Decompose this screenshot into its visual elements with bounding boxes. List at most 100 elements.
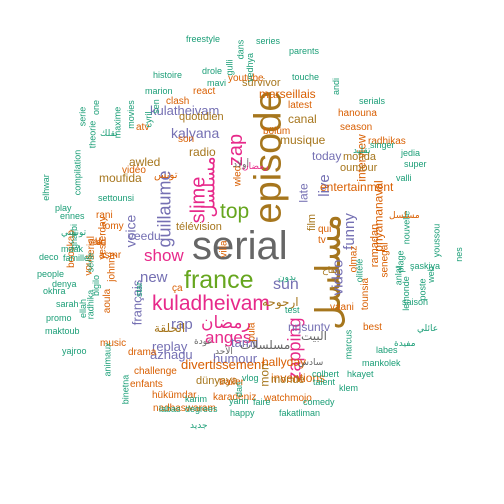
word-116: şaskiya (410, 261, 441, 271)
word-178: عائلي (417, 323, 439, 333)
word-98: yesterday (97, 216, 109, 260)
word-30: divertissement (181, 357, 265, 372)
word-86: ça (172, 283, 183, 294)
word-105: parents (289, 46, 320, 56)
word-141: play (55, 203, 72, 213)
word-76: best (363, 322, 382, 333)
word-170: dari (234, 381, 245, 398)
word-126: faire (253, 397, 271, 407)
word-1: episode (247, 90, 290, 224)
word-156: movies (125, 100, 136, 129)
word-63: rani (96, 210, 113, 221)
word-129: labas (159, 404, 181, 414)
word-175: نقلك (100, 128, 118, 138)
word-153: serie (77, 106, 88, 127)
word-159: dans (235, 39, 246, 60)
word-74: senegal (379, 242, 391, 278)
word-33: entertainment (320, 180, 394, 194)
word-24: humour (213, 351, 258, 366)
word-112: jedia (401, 148, 421, 158)
word-154: theorie (87, 120, 98, 149)
word-168: anlat (393, 265, 404, 286)
word-125: fakatliman (279, 408, 321, 418)
word-100: histoire (153, 70, 183, 80)
word-146: sarah (56, 299, 79, 309)
word-0: serial (192, 224, 288, 268)
word-70: radhikas (368, 136, 406, 147)
word-171: star (134, 281, 145, 298)
word-189: تونس (154, 170, 178, 181)
word-92: aoula (102, 288, 114, 314)
word-69: hanouna (338, 108, 377, 119)
word-115: nes (453, 247, 464, 262)
word-131: yann (229, 396, 249, 406)
word-163: série (85, 252, 96, 273)
word-75: vaani (330, 302, 354, 313)
word-89: pula (246, 322, 258, 342)
word-139: famille (63, 253, 90, 263)
word-28: today (312, 149, 342, 163)
word-47: monde (271, 374, 305, 386)
word-104: series (256, 36, 281, 46)
word-83: karadeniz (213, 392, 257, 403)
word-68: season (340, 122, 373, 133)
word-61: vidéo (122, 165, 146, 176)
word-97: la (95, 237, 103, 248)
word-147: denya (52, 279, 77, 289)
word-127: happy (230, 408, 255, 418)
word-177: تقليد (353, 145, 371, 155)
word-88: tv (318, 235, 326, 246)
word-118: saison (402, 297, 429, 307)
word-160: vedhya (245, 52, 256, 83)
word-40: canal (288, 112, 317, 126)
word-43: awled (129, 155, 161, 169)
word-111: valli (396, 173, 412, 183)
word-176: تونسي (61, 227, 87, 237)
word-135: maktoub (45, 326, 80, 336)
word-123: talent (313, 377, 336, 387)
word-56: youtube (228, 73, 264, 84)
word-27: kulatheivam (150, 103, 220, 118)
word-109: singer (370, 140, 395, 150)
word-39: ارجوحه (262, 295, 299, 309)
word-73: tounsia (360, 277, 372, 311)
word-185: سادس (298, 357, 324, 367)
word-22: replay (152, 339, 188, 354)
word-162: sen (150, 99, 161, 114)
word-110: super (404, 159, 427, 169)
word-48: dünyaya (196, 375, 238, 387)
word-179: مفيدة (394, 338, 416, 348)
word-65: asmr (99, 250, 122, 261)
word-8: top (220, 200, 250, 223)
word-14: sun (273, 276, 299, 293)
word-158: gulli (224, 59, 235, 76)
word-18: new (140, 269, 168, 286)
word-57: clash (166, 96, 190, 107)
word-128: degrees (185, 404, 218, 414)
word-107: comedy (303, 397, 335, 407)
word-60: atv (136, 122, 150, 133)
word-186: تفاح (322, 265, 338, 275)
word-87: qui (318, 224, 332, 235)
word-184: عودة (194, 336, 213, 346)
word-187: الحلقة (154, 321, 186, 335)
word-50: quotidien (179, 111, 224, 123)
word-90: villa (218, 240, 230, 258)
word-102: mavi (207, 78, 227, 88)
word-79: enfants (130, 379, 163, 390)
word-93: johnny (106, 252, 118, 282)
word-167: marcus (343, 329, 354, 360)
word-180: جديد (190, 420, 208, 430)
word-45: mofida (343, 151, 377, 163)
word-134: yajroo (62, 346, 87, 356)
word-130: karim (185, 394, 207, 404)
word-46: oumour (340, 162, 378, 174)
word-62: tomy (102, 221, 124, 232)
word-173: test (285, 305, 300, 315)
word-59: son (178, 134, 195, 145)
word-44: moufida (99, 171, 142, 185)
word-124: klem (339, 383, 359, 393)
word-121: hkayet (347, 369, 374, 379)
word-19: rap (171, 316, 193, 333)
word-38: مسلسلات (240, 338, 291, 352)
